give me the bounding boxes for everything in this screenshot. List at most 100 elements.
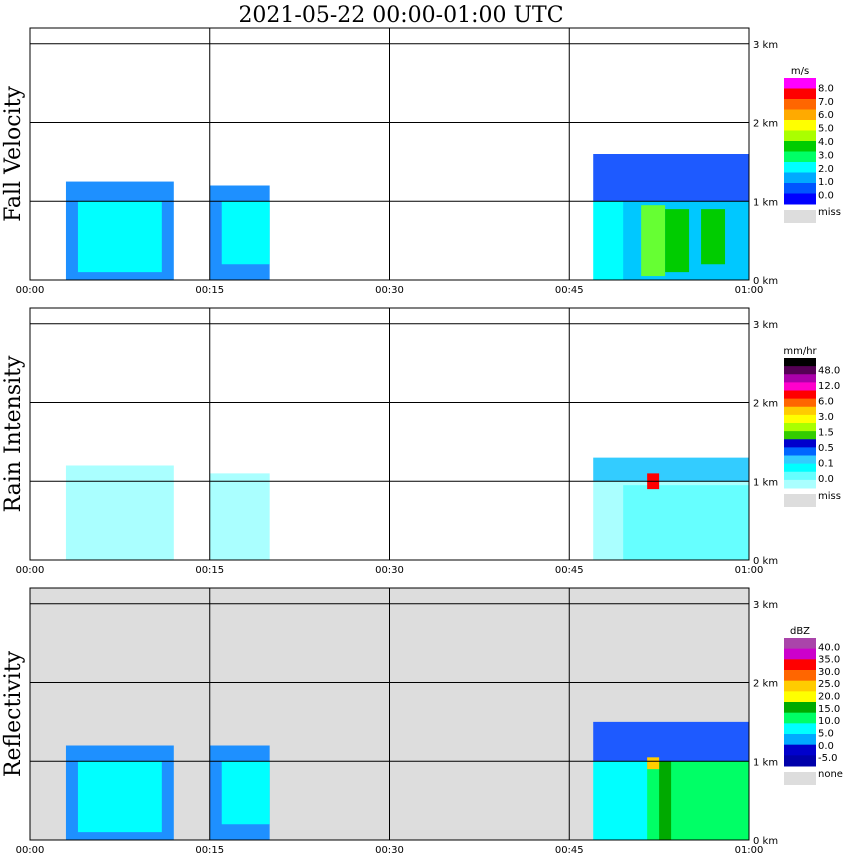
- colorbar-swatch: [784, 702, 816, 714]
- colorbar-swatch: [784, 172, 816, 184]
- colorbar-label: 1.0: [818, 177, 834, 188]
- colorbar-swatch: [784, 374, 816, 383]
- colorbar-missing-label: miss: [818, 491, 841, 502]
- colorbar-label: 7.0: [818, 97, 834, 108]
- x-tick-label: 00:15: [195, 565, 224, 576]
- colorbar-unit: mm/hr: [783, 346, 817, 357]
- colorbar-swatch: [784, 366, 816, 375]
- colorbar-swatch: [784, 183, 816, 194]
- y-tick-label: 3 km: [753, 40, 778, 51]
- echo-region-10: [593, 154, 749, 202]
- colorbar-label: 3.0: [818, 412, 834, 423]
- colorbar-label: 20.0: [818, 692, 840, 703]
- colorbar-swatch: [784, 382, 816, 391]
- panels: 00:00 00:15 00:30 00:45 01:000 km1 km2 km3 k…: [1, 27, 843, 856]
- echo-region-2: [77, 201, 162, 273]
- y-tick-label: 3 km: [753, 600, 778, 611]
- colorbar-label: 10.0: [818, 716, 840, 727]
- colorbar-swatch: [784, 120, 816, 131]
- colorbar-label: 4.0: [818, 137, 834, 148]
- colorbar-swatch: [784, 691, 816, 703]
- colorbar-label: 0.0: [818, 191, 834, 202]
- x-tick-label: 00:30: [375, 845, 404, 856]
- x-tick-label: 01:00: [735, 285, 764, 296]
- y-tick-label: 3 km: [753, 320, 778, 331]
- x-tick-label: 00:00: [16, 285, 45, 296]
- colorbar-missing-label: none: [818, 769, 843, 780]
- x-tick-label: 00:15: [195, 285, 224, 296]
- colorbar-unit: dBZ: [790, 626, 810, 637]
- colorbar-swatch: [784, 638, 816, 650]
- colorbar-swatch: [784, 78, 816, 89]
- colorbar-swatch: [784, 398, 816, 408]
- colorbar-label: 35.0: [818, 655, 840, 666]
- colorbar-swatch: [784, 712, 816, 724]
- echo-region-4: [623, 485, 749, 560]
- colorbar-swatch: [784, 193, 816, 205]
- colorbar-swatch: [784, 659, 816, 671]
- panel-3: 00:00 00:15 00:30 00:45 01:000 km 1 km 2 km 3 k…: [1, 587, 843, 856]
- y-tick-label: 1 km: [753, 477, 778, 488]
- colorbar-swatch: [784, 109, 816, 121]
- colorbar-swatch: [784, 479, 816, 489]
- y-tick-label: 2 km: [753, 399, 778, 410]
- colorbar-label: 0.0: [818, 741, 834, 752]
- x-tick-label: 00:00: [16, 845, 45, 856]
- x-tick-label: 00:15: [195, 845, 224, 856]
- echo-region-4: [221, 201, 270, 265]
- colorbar-swatch: [784, 151, 816, 163]
- x-tick-label: 00:00: [16, 565, 45, 576]
- plot-frame: [29, 587, 750, 841]
- x-tick-label: 00:45: [555, 565, 584, 576]
- echo-region-8: [593, 721, 749, 762]
- colorbar-label: 5.0: [818, 728, 834, 739]
- panel-label: Reflectivity: [1, 650, 26, 777]
- colorbar-swatch: [784, 423, 816, 432]
- panel-label: Rain Intensity: [1, 355, 26, 512]
- colorbar-swatch: [784, 406, 816, 416]
- y-tick-label: 0 km: [753, 276, 778, 287]
- plot-frame: [29, 307, 750, 561]
- echo-region-2: [77, 761, 162, 833]
- colorbar-swatch: [784, 141, 816, 152]
- colorbar-label: 6.0: [818, 396, 834, 407]
- y-tick-label: 2 km: [753, 679, 778, 690]
- colorbar-swatch: [784, 455, 816, 465]
- y-tick-label: 0 km: [753, 836, 778, 847]
- colorbar-missing-swatch: [784, 772, 816, 785]
- y-tick-label: 2 km: [753, 119, 778, 130]
- panel-label: Fall Velocity: [1, 86, 26, 222]
- panel-1: 00:00 00:15 00:30 00:45 01:000 km 1 km 2 km 3 k…: [1, 27, 841, 296]
- colorbar-swatch: [784, 358, 816, 367]
- colorbar-swatch: [784, 734, 816, 746]
- colorbar-swatch: [784, 463, 816, 473]
- y-tick-label: 1 km: [753, 197, 778, 208]
- colorbar-swatch: [784, 723, 816, 735]
- colorbar-missing-swatch: [784, 494, 816, 507]
- colorbar-label: 0.1: [818, 458, 834, 469]
- colorbar-swatch: [784, 130, 816, 142]
- colorbar-swatch: [784, 680, 816, 692]
- colorbar-unit: m/s: [791, 66, 809, 77]
- colorbar-label: 3.0: [818, 150, 834, 161]
- colorbar-missing-label: miss: [818, 207, 841, 218]
- echo-region-8: [665, 209, 690, 273]
- colorbar-swatch: [784, 390, 816, 400]
- x-tick-label: 00:45: [555, 845, 584, 856]
- y-tick-label: 1 km: [753, 757, 778, 768]
- colorbar-swatch: [784, 439, 816, 448]
- colorbar-label: 0.5: [818, 443, 834, 454]
- colorbar-swatch: [784, 162, 816, 173]
- colorbar-label: 12.0: [818, 381, 840, 392]
- colorbar-swatch: [784, 755, 816, 767]
- colorbar-label: 2.0: [818, 164, 834, 175]
- colorbar-label: 6.0: [818, 110, 834, 121]
- x-tick-label: 01:00: [735, 845, 764, 856]
- colorbar-label: 40.0: [818, 642, 840, 653]
- colorbar-label: 48.0: [818, 365, 840, 376]
- y-tick-label: 0 km: [753, 556, 778, 567]
- echo-region-5: [593, 457, 749, 482]
- colorbar-label: 25.0: [818, 679, 840, 690]
- colorbar-label: 0.0: [818, 474, 834, 485]
